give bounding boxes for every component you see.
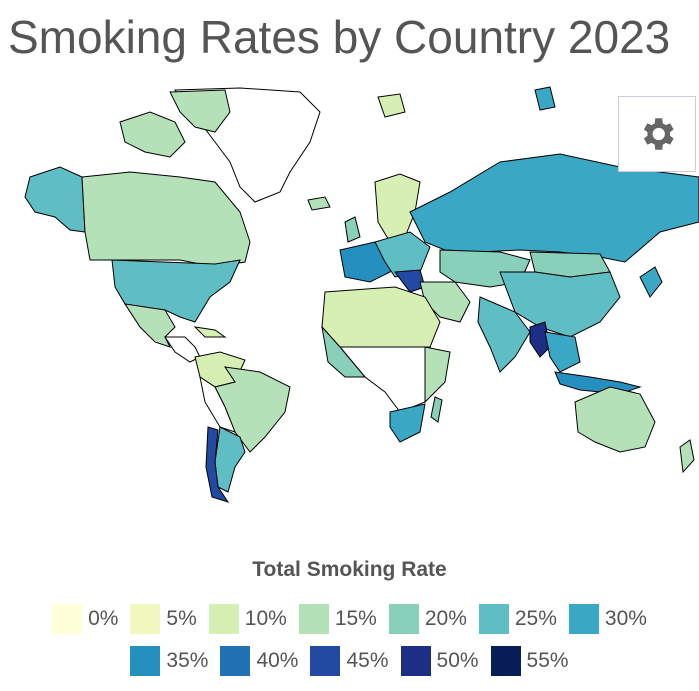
region-canada-arctic[interactable] (119, 111, 186, 158)
region-canada[interactable] (81, 171, 251, 268)
region-china[interactable] (499, 271, 621, 338)
legend-item: 0% (52, 604, 118, 634)
region-mexico[interactable] (123, 303, 176, 348)
legend-label: 0% (88, 607, 119, 630)
region-southeast-asia[interactable] (544, 331, 581, 373)
page-title: Smoking Rates by Country 2023 (8, 11, 671, 63)
region-canada-arctic-2[interactable] (169, 89, 231, 133)
legend-label: 5% (166, 607, 197, 630)
legend-swatch (490, 646, 521, 676)
legend-label: 55% (526, 649, 569, 672)
region-chile[interactable] (205, 426, 230, 503)
legend-label: 30% (604, 607, 647, 630)
region-australia[interactable] (574, 386, 656, 453)
region-svalbard[interactable] (377, 93, 406, 118)
legend-swatch (310, 646, 341, 676)
legend-item: 20% (388, 604, 467, 634)
legend-label: 40% (256, 649, 299, 672)
legend-label: 35% (166, 649, 209, 672)
region-russia-arctic[interactable] (534, 86, 556, 111)
legend-swatch (478, 604, 509, 634)
settings-button[interactable] (618, 96, 696, 172)
region-uk[interactable] (344, 216, 361, 243)
legend-label: 50% (436, 649, 479, 672)
legend-swatch (388, 604, 419, 634)
legend-label: 25% (514, 607, 557, 630)
legend-swatch (52, 604, 83, 634)
region-new-zealand[interactable] (679, 439, 695, 474)
region-alaska[interactable] (24, 166, 86, 233)
region-north-africa[interactable] (321, 286, 441, 353)
legend-swatch (400, 646, 431, 676)
legend-item: 35% (130, 646, 208, 676)
world-map (24, 86, 699, 503)
legend-item: 15% (298, 604, 377, 634)
gear-icon (643, 118, 674, 150)
region-central-america[interactable] (164, 336, 201, 363)
region-brazil[interactable] (214, 366, 291, 453)
legend-row-2: 35% 40% 45% 50% 55% (0, 646, 699, 676)
legend-swatch (298, 604, 329, 634)
region-south-africa[interactable] (389, 403, 426, 443)
legend-item: 25% (478, 604, 557, 634)
legend-item: 40% (220, 646, 298, 676)
legend-swatch (220, 646, 251, 676)
legend-swatch (568, 604, 599, 634)
legend-swatch (130, 604, 161, 634)
legend-item: 10% (208, 604, 287, 634)
legend-label: 20% (424, 607, 467, 630)
region-madagascar[interactable] (430, 396, 443, 423)
legend-label: 15% (334, 607, 377, 630)
region-peru-bolivia[interactable] (199, 375, 236, 433)
legend-title: Total Smoking Rate (252, 558, 447, 581)
region-iceland[interactable] (307, 196, 331, 211)
legend-item: 30% (568, 604, 647, 634)
legend-item: 45% (310, 646, 389, 676)
region-caribbean[interactable] (193, 326, 227, 338)
region-myanmar[interactable] (529, 321, 551, 358)
legend-swatch (208, 604, 239, 634)
region-scandinavia[interactable] (374, 173, 421, 243)
region-east-africa[interactable] (424, 346, 451, 404)
legend-label: 45% (346, 649, 389, 672)
region-japan[interactable] (639, 266, 663, 298)
region-west-africa[interactable] (321, 325, 367, 378)
legend-label: 10% (244, 607, 287, 630)
legend-swatch (130, 646, 161, 676)
legend-item: 55% (490, 646, 569, 676)
region-india[interactable] (477, 296, 531, 373)
region-indonesia[interactable] (554, 371, 642, 395)
legend-item: 50% (400, 646, 479, 676)
legend-item: 5% (130, 604, 197, 634)
legend-row-1: 0% 5% 10% 15% 20% 25% 30% (0, 604, 699, 634)
